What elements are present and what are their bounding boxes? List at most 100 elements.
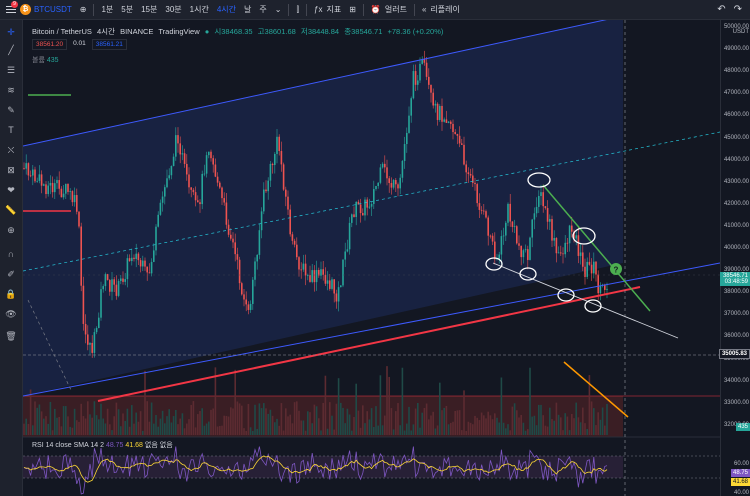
candle-body bbox=[329, 280, 331, 289]
interval-1m[interactable]: 1분 bbox=[101, 5, 114, 14]
candle-body bbox=[419, 63, 421, 81]
interval-5m[interactable]: 5분 bbox=[121, 5, 134, 14]
volume-bar bbox=[225, 415, 228, 435]
indicators-icon[interactable]: ƒx bbox=[314, 5, 323, 14]
templates-icon[interactable]: ⊞ bbox=[349, 5, 356, 14]
redo-icon[interactable]: ↷ bbox=[733, 4, 742, 15]
volume-bar bbox=[76, 420, 78, 435]
candle-body bbox=[533, 213, 536, 220]
interval-15m[interactable]: 15분 bbox=[141, 5, 158, 14]
candle-body bbox=[340, 285, 342, 288]
symbol-title[interactable]: Bitcoin / TetherUS bbox=[32, 27, 92, 36]
candle-body bbox=[223, 198, 225, 203]
ask-price[interactable]: 38561.21 bbox=[91, 39, 127, 50]
replay-button[interactable]: 리플레이 bbox=[430, 5, 460, 14]
candle-body bbox=[91, 342, 93, 353]
volume-bar bbox=[113, 416, 115, 435]
price-chart[interactable]: ? bbox=[23, 20, 720, 496]
volume-bar bbox=[529, 367, 531, 435]
candle-body bbox=[412, 71, 415, 99]
visibility-icon[interactable]: 👁 bbox=[5, 309, 17, 319]
volume-bar bbox=[441, 410, 443, 435]
volume-bar bbox=[247, 403, 250, 435]
candle-body bbox=[337, 287, 340, 302]
interval-day[interactable]: 날 bbox=[243, 5, 252, 14]
volume-bar bbox=[265, 408, 267, 435]
brush-icon[interactable]: ✎ bbox=[7, 105, 15, 115]
volume-bar bbox=[285, 408, 287, 435]
volume-bar bbox=[531, 416, 533, 435]
candle-body bbox=[535, 206, 538, 214]
undo-icon[interactable]: ↶ bbox=[717, 4, 726, 15]
volume-bar bbox=[87, 401, 89, 435]
trash-icon[interactable]: 🗑 bbox=[5, 331, 17, 341]
volume-bar bbox=[51, 430, 54, 435]
symbol-search[interactable]: BTCUSDT bbox=[34, 5, 72, 14]
candle-body bbox=[133, 257, 135, 259]
bar-style-icon[interactable]: ⫿ bbox=[296, 4, 299, 14]
rsi-tick-40: 40.00 bbox=[733, 490, 749, 496]
magnet-icon[interactable]: ∩ bbox=[7, 249, 15, 259]
rsi-label[interactable]: RSI 14 close SMA 14 2 bbox=[32, 442, 104, 449]
candle-body bbox=[168, 175, 170, 179]
volume-bar bbox=[601, 407, 604, 435]
candle-body bbox=[531, 219, 533, 238]
add-symbol-icon[interactable]: ⊕ bbox=[79, 5, 87, 14]
volume-bar bbox=[27, 423, 30, 435]
candle-body bbox=[491, 235, 494, 242]
volume-bar bbox=[544, 425, 547, 435]
volume-label: 볼륨 bbox=[32, 57, 45, 64]
zoom-icon[interactable]: ⊕ bbox=[7, 225, 15, 235]
interval-4h[interactable]: 4시간 bbox=[216, 5, 236, 14]
channel-mid-line bbox=[23, 131, 720, 272]
question-icon bbox=[610, 263, 622, 275]
volume-value: 435 bbox=[46, 57, 59, 64]
volume-bar bbox=[304, 430, 307, 435]
candle-body bbox=[309, 275, 311, 282]
price-tick: 42000.00 bbox=[723, 200, 749, 207]
interval-1h[interactable]: 1시간 bbox=[189, 5, 209, 14]
candle-body bbox=[318, 269, 320, 276]
volume-tag: 435 bbox=[735, 423, 750, 431]
interval-week[interactable]: 주 bbox=[259, 5, 267, 14]
volume-bar bbox=[45, 416, 47, 435]
alert-button[interactable]: 얼러트 bbox=[384, 5, 407, 14]
candle-body bbox=[553, 237, 555, 241]
crosshair-icon[interactable]: ✛ bbox=[7, 27, 15, 37]
chevron-down-icon[interactable]: ⌄ bbox=[274, 5, 282, 14]
interval-30m[interactable]: 30분 bbox=[165, 5, 182, 14]
candle-body bbox=[430, 84, 432, 93]
candle-body bbox=[32, 169, 34, 176]
trend-line-icon[interactable]: ╱ bbox=[8, 45, 14, 55]
candle-body bbox=[392, 180, 395, 188]
candle-body bbox=[247, 304, 250, 310]
shape-icon[interactable]: ⊠ bbox=[7, 165, 15, 175]
volume-bar bbox=[98, 419, 100, 435]
ruler-icon[interactable]: 📏 bbox=[5, 205, 17, 215]
candle-body bbox=[313, 270, 316, 283]
prediction-icon[interactable]: ⛌ bbox=[7, 145, 15, 155]
circle-marker bbox=[572, 227, 596, 245]
candle-body bbox=[315, 269, 318, 283]
volume-bar bbox=[54, 408, 56, 435]
bid-price[interactable]: 38561.20 bbox=[32, 39, 68, 50]
indicators-button[interactable]: 지표 bbox=[326, 5, 342, 14]
candle-body bbox=[221, 187, 223, 199]
price-axis[interactable]: USDT 50000.00 49000.00 48000.00 47000.00 460… bbox=[718, 20, 750, 496]
lock-drawings-icon[interactable]: ✐ bbox=[7, 269, 15, 279]
candle-body bbox=[428, 76, 430, 85]
text-icon[interactable]: T bbox=[8, 125, 14, 135]
heart-icon[interactable]: ❤ bbox=[7, 185, 15, 195]
axis-currency[interactable]: USDT bbox=[732, 29, 749, 35]
fib-icon[interactable]: ☰ bbox=[6, 65, 16, 75]
volume-bar bbox=[300, 420, 302, 435]
alert-icon[interactable]: ⏰ bbox=[370, 5, 381, 14]
lock-icon[interactable]: 🔒 bbox=[5, 289, 17, 299]
price-tick: 47000.00 bbox=[723, 90, 749, 97]
pattern-icon[interactable]: ≋ bbox=[7, 85, 15, 95]
candle-body bbox=[265, 189, 267, 192]
replay-icon[interactable]: « bbox=[421, 5, 427, 14]
volume-bar bbox=[318, 418, 320, 435]
candle-body bbox=[256, 254, 258, 262]
candle-body bbox=[500, 236, 503, 255]
